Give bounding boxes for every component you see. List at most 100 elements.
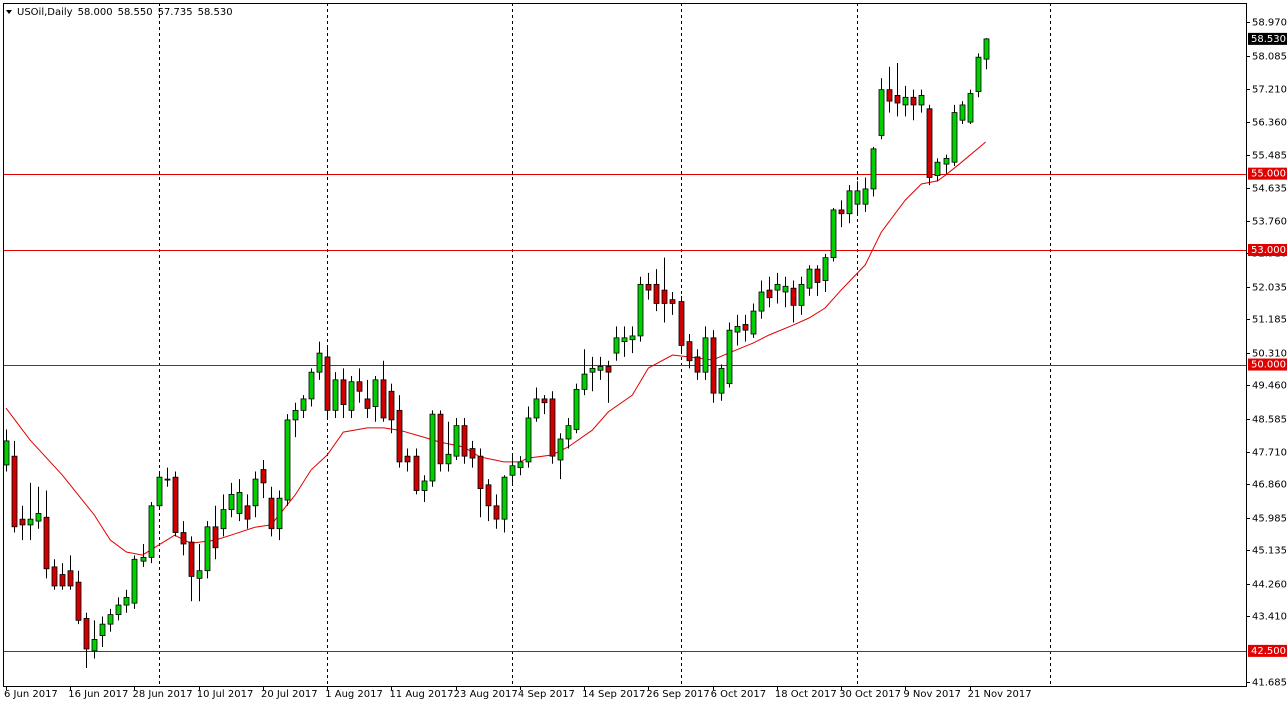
candle-body bbox=[244, 505, 251, 520]
level-label-box bbox=[1248, 244, 1287, 257]
x-tick-label: 26 Sep 2017 bbox=[646, 689, 709, 700]
candle-body bbox=[959, 104, 966, 121]
candle-body bbox=[918, 94, 925, 106]
candle-body bbox=[613, 337, 620, 354]
candle-body bbox=[252, 478, 259, 507]
x-tick-label: 18 Oct 2017 bbox=[775, 689, 837, 700]
y-tick-label: 46.860 bbox=[1252, 480, 1287, 491]
candle-body bbox=[172, 476, 179, 533]
y-tick-label: 56.360 bbox=[1252, 118, 1287, 129]
candle-body bbox=[943, 157, 950, 165]
y-tick-label: 47.710 bbox=[1252, 448, 1287, 459]
candle-body bbox=[694, 356, 701, 373]
candle-body bbox=[838, 209, 845, 215]
candle-body bbox=[742, 324, 749, 331]
candle-body bbox=[332, 379, 339, 411]
chart-header: USOil,Daily 58.000 58.550 57.735 58.530 bbox=[17, 7, 233, 18]
candle-body bbox=[469, 448, 476, 459]
candle-body bbox=[276, 497, 283, 530]
candle-body bbox=[204, 526, 211, 572]
x-tick-label: 4 Sep 2017 bbox=[518, 689, 575, 700]
candle-body bbox=[533, 398, 540, 419]
current-price-box bbox=[1248, 32, 1287, 45]
candle-body bbox=[453, 425, 460, 457]
y-tick-label: 58.970 bbox=[1252, 18, 1287, 29]
candle-body bbox=[340, 379, 347, 406]
x-tick-label: 10 Jul 2017 bbox=[197, 689, 254, 700]
candle-body bbox=[180, 532, 187, 545]
candle-body bbox=[67, 570, 74, 587]
candle-body bbox=[59, 574, 66, 587]
x-tick-label: 28 Jun 2017 bbox=[132, 689, 192, 700]
candle-body bbox=[91, 639, 98, 652]
candle-body bbox=[814, 268, 821, 283]
candle-body bbox=[790, 287, 797, 306]
level-label-box bbox=[1248, 167, 1287, 180]
candle-body bbox=[726, 329, 733, 385]
y-tick-label: 49.460 bbox=[1252, 381, 1287, 392]
y-tick-label: 57.210 bbox=[1252, 85, 1287, 96]
candle-body bbox=[75, 581, 82, 621]
x-tick-label: 14 Sep 2017 bbox=[582, 689, 645, 700]
candle-body bbox=[115, 604, 122, 616]
level-label: 42.500 bbox=[1251, 646, 1286, 657]
candle-body bbox=[268, 497, 275, 530]
y-tick-label: 41.685 bbox=[1252, 678, 1287, 689]
candle-body bbox=[509, 465, 516, 476]
candle-body bbox=[43, 516, 50, 570]
plot-layer bbox=[3, 3, 1246, 686]
candle-body bbox=[983, 38, 990, 60]
y-tick-label: 51.185 bbox=[1252, 315, 1287, 326]
candle-body bbox=[3, 440, 10, 466]
candle-body bbox=[686, 341, 693, 362]
low-value: 57.735 bbox=[158, 7, 193, 18]
candle-body bbox=[196, 570, 203, 579]
candle-body bbox=[372, 379, 379, 407]
x-tick-label: 11 Aug 2017 bbox=[389, 689, 453, 700]
y-tick-label: 48.585 bbox=[1252, 415, 1287, 426]
candle-body bbox=[324, 356, 331, 411]
candle-body bbox=[493, 505, 500, 520]
candle-body bbox=[629, 335, 636, 341]
candle-body bbox=[806, 268, 813, 289]
y-tick-label: 43.410 bbox=[1252, 612, 1287, 623]
candle-body bbox=[541, 398, 548, 404]
y-tick-label: 54.635 bbox=[1252, 184, 1287, 195]
candle-body bbox=[967, 93, 974, 123]
candle-body bbox=[220, 509, 227, 530]
candle-body bbox=[766, 289, 773, 299]
candle-body bbox=[975, 56, 982, 92]
candle-body bbox=[123, 597, 130, 606]
candle-body bbox=[734, 325, 741, 333]
symbol: USOil,Daily bbox=[17, 7, 73, 18]
candle-body bbox=[589, 367, 596, 373]
current-price-label: 58.530 bbox=[1251, 34, 1286, 45]
candle-body bbox=[308, 371, 315, 400]
x-tick-label: 16 Jun 2017 bbox=[68, 689, 128, 700]
candle-body bbox=[878, 89, 885, 136]
x-tick-label: 6 Oct 2017 bbox=[711, 689, 766, 700]
candle-body bbox=[862, 188, 869, 205]
candle-body bbox=[19, 518, 26, 526]
candle-body bbox=[710, 337, 717, 394]
candle-body bbox=[581, 373, 588, 390]
candle-body bbox=[605, 366, 612, 373]
candle-body bbox=[164, 478, 171, 481]
candle-body bbox=[782, 285, 789, 293]
candle-body bbox=[413, 455, 420, 491]
candle-body bbox=[188, 541, 195, 577]
candle-body bbox=[886, 89, 893, 102]
candle-body bbox=[830, 209, 837, 259]
y-tick-label: 52.035 bbox=[1252, 283, 1287, 294]
x-tick-label: 20 Jul 2017 bbox=[261, 689, 318, 700]
candle-body bbox=[156, 476, 163, 507]
candle-body bbox=[637, 283, 644, 337]
candle-body bbox=[429, 413, 436, 482]
candle-body bbox=[51, 566, 58, 587]
candle-body bbox=[404, 455, 411, 463]
candle-body bbox=[621, 337, 628, 343]
plot-frame bbox=[3, 3, 1247, 687]
candle-body bbox=[316, 352, 323, 373]
candle-body bbox=[292, 409, 299, 421]
